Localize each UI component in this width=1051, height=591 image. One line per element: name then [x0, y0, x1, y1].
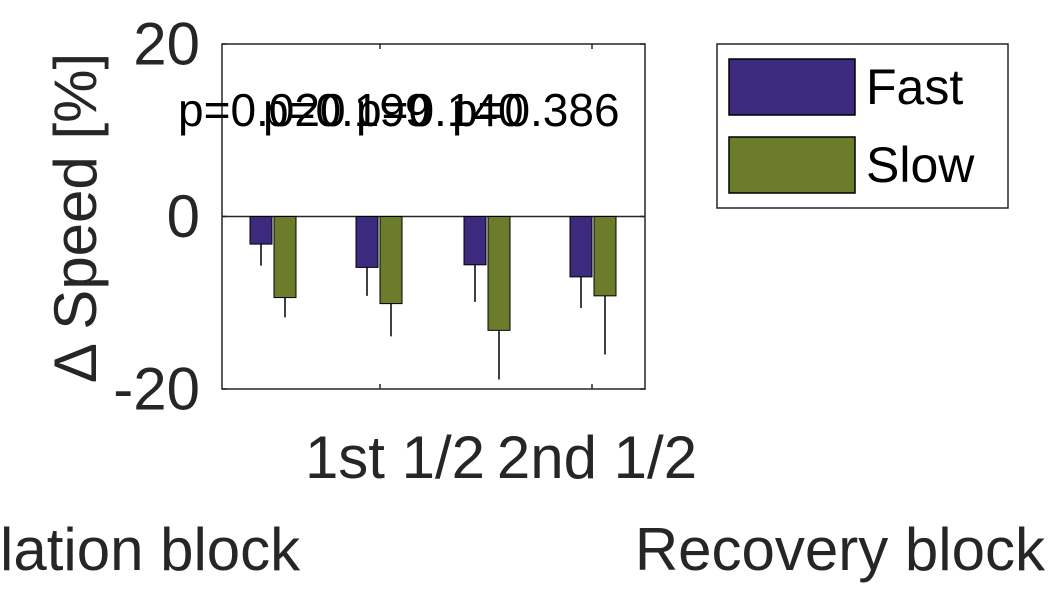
- legend-swatch-slow: [728, 136, 856, 194]
- bar-fast-0: [249, 216, 273, 245]
- group-label-recovery: Recovery block: [635, 516, 1046, 583]
- y-axis-ticks: -20 0 20: [113, 11, 645, 423]
- legend: Fast Slow: [716, 43, 1009, 209]
- legend-swatch-fast: [728, 58, 856, 116]
- bar-fast-3: [569, 216, 593, 278]
- p-value-annotation-2: p=0.140: [356, 84, 524, 136]
- p-value-annotation-0: p=0.020: [178, 84, 346, 136]
- bar-slow-1: [379, 216, 403, 305]
- x-tick-label-2nd-half: 2nd 1/2: [497, 424, 697, 491]
- bar-slow-3: [593, 216, 617, 297]
- group-label-adaptation: lation block: [0, 516, 301, 583]
- bar-fast-2: [463, 216, 487, 266]
- bar-fast-1: [355, 216, 379, 268]
- bar-slow-0: [273, 216, 297, 299]
- y-tick-label: 0: [167, 183, 200, 250]
- p-value-annotation-1: p=0.199: [263, 84, 431, 136]
- p-value-annotation-3: p=0.386: [452, 84, 620, 136]
- legend-label-slow: Slow: [866, 137, 975, 193]
- x-tick-label-1st-half: 1st 1/2: [305, 424, 485, 491]
- y-axis-label: Δ Speed [%]: [42, 53, 109, 383]
- y-tick-label: -20: [113, 356, 200, 423]
- y-tick-label: 20: [133, 11, 200, 78]
- legend-label-fast: Fast: [866, 59, 963, 115]
- bar-slow-2: [487, 216, 511, 331]
